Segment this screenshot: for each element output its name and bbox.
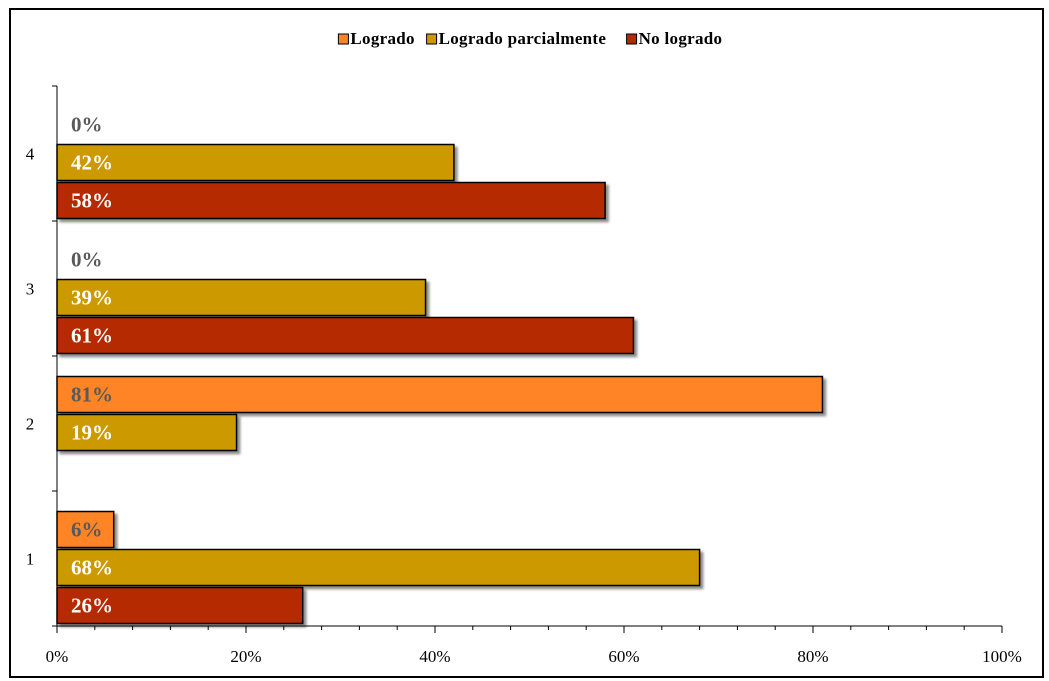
data-labels: 6% 68% 26% 81% 19% 0% 39% 61% 0% 42% 58% (71, 113, 113, 618)
data-label: 39% (71, 286, 113, 310)
legend-label: No logrado (639, 29, 723, 48)
bars (56, 143, 824, 625)
data-label: 68% (71, 556, 113, 580)
bar-no-logrado-cat-1 (56, 586, 304, 625)
y-tick-label: 3 (26, 280, 35, 299)
x-tick-label: 60% (608, 647, 639, 666)
bar-logrado-cat-2 (56, 375, 824, 414)
data-label: 6% (71, 518, 103, 542)
data-label: 26% (71, 594, 113, 618)
legend-label: Logrado (350, 29, 414, 48)
legend-swatch (626, 33, 638, 45)
data-label: 61% (71, 324, 113, 348)
data-label: 42% (71, 151, 113, 175)
y-tick-label: 2 (26, 415, 35, 434)
x-tick-label: 40% (419, 647, 450, 666)
legend-swatch (337, 33, 349, 45)
y-tick-label: 1 (26, 550, 35, 569)
legend-label: Logrado parcialmente (439, 29, 607, 48)
legend: Logrado Logrado parcialmente No logrado (337, 29, 723, 48)
x-tick-label: 100% (982, 647, 1022, 666)
data-label: 81% (71, 383, 113, 407)
bar-logrado-parcialmente-cat-2 (56, 413, 238, 452)
x-tick-label: 20% (230, 647, 261, 666)
bar-logrado-cat-1 (56, 510, 115, 549)
bar-no-logrado-cat-3 (56, 316, 635, 355)
data-label: 19% (71, 421, 113, 445)
y-tick-label: 4 (26, 145, 35, 164)
data-label: 0% (71, 248, 103, 272)
bar-logrado-parcialmente-cat-4 (56, 143, 455, 182)
x-tick-label: 80% (797, 647, 828, 666)
legend-swatch (426, 33, 438, 45)
bar-logrado-parcialmente-cat-3 (56, 278, 427, 317)
bar-no-logrado-cat-4 (56, 181, 606, 220)
x-tick-label: 0% (46, 647, 69, 666)
data-label: 0% (71, 113, 103, 137)
data-label: 58% (71, 189, 113, 213)
bar-logrado-parcialmente-cat-1 (56, 548, 701, 587)
